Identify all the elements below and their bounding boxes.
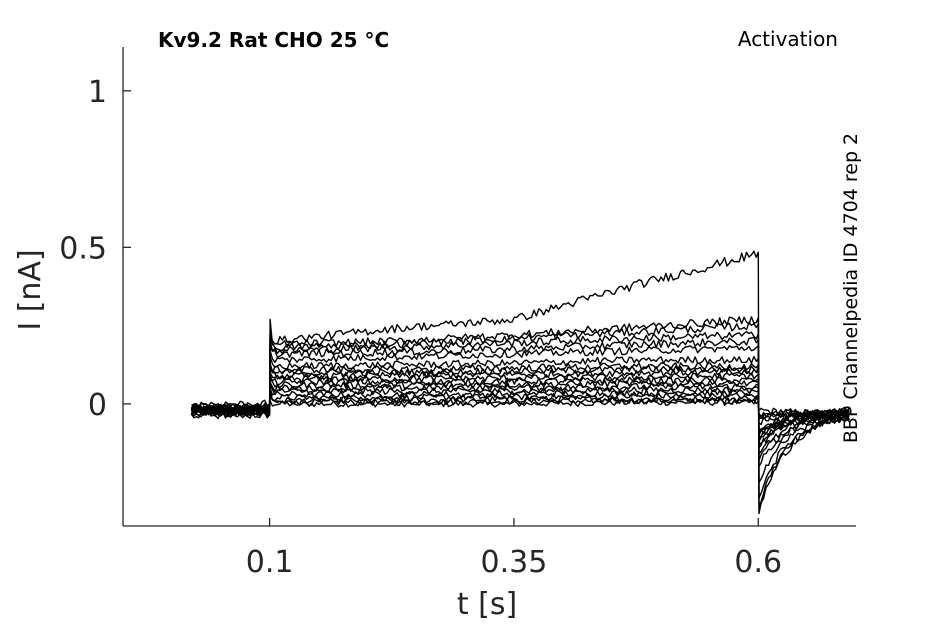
x-ticks: 0.1 0.35 0.6 [246, 518, 782, 580]
x-tick-label: 0.1 [246, 545, 294, 580]
y-tick-label: 0 [88, 388, 107, 423]
trace-14 [190, 355, 850, 455]
y-ticks: 00.51 [59, 75, 131, 423]
trace-5 [190, 387, 850, 426]
trace-20 [190, 250, 850, 515]
trace-12 [190, 365, 850, 446]
trace-17 [190, 331, 850, 483]
x-tick-label: 0.35 [481, 545, 548, 580]
trace-6 [191, 384, 850, 432]
traces [190, 250, 850, 515]
trace-11 [190, 368, 850, 443]
trace-8 [191, 378, 850, 436]
trace-16 [191, 336, 850, 468]
trace-15 [190, 345, 850, 461]
trace-7 [190, 381, 850, 433]
y-tick-label: 0.5 [59, 231, 107, 266]
x-axis-label: t [s] [457, 587, 517, 622]
chart-subtitle: Activation [738, 27, 838, 51]
trace-19 [191, 316, 850, 508]
y-tick-label: 1 [88, 75, 107, 110]
chart-title: Kv9.2 Rat CHO 25 °C [158, 28, 389, 52]
trace-2 [190, 396, 850, 418]
x-tick-label: 0.6 [734, 545, 782, 580]
side-label: BBP Channelpedia ID 4704 rep 2 [840, 133, 862, 443]
y-axis-label: I [nA] [13, 249, 48, 330]
trace-9 [191, 375, 850, 436]
